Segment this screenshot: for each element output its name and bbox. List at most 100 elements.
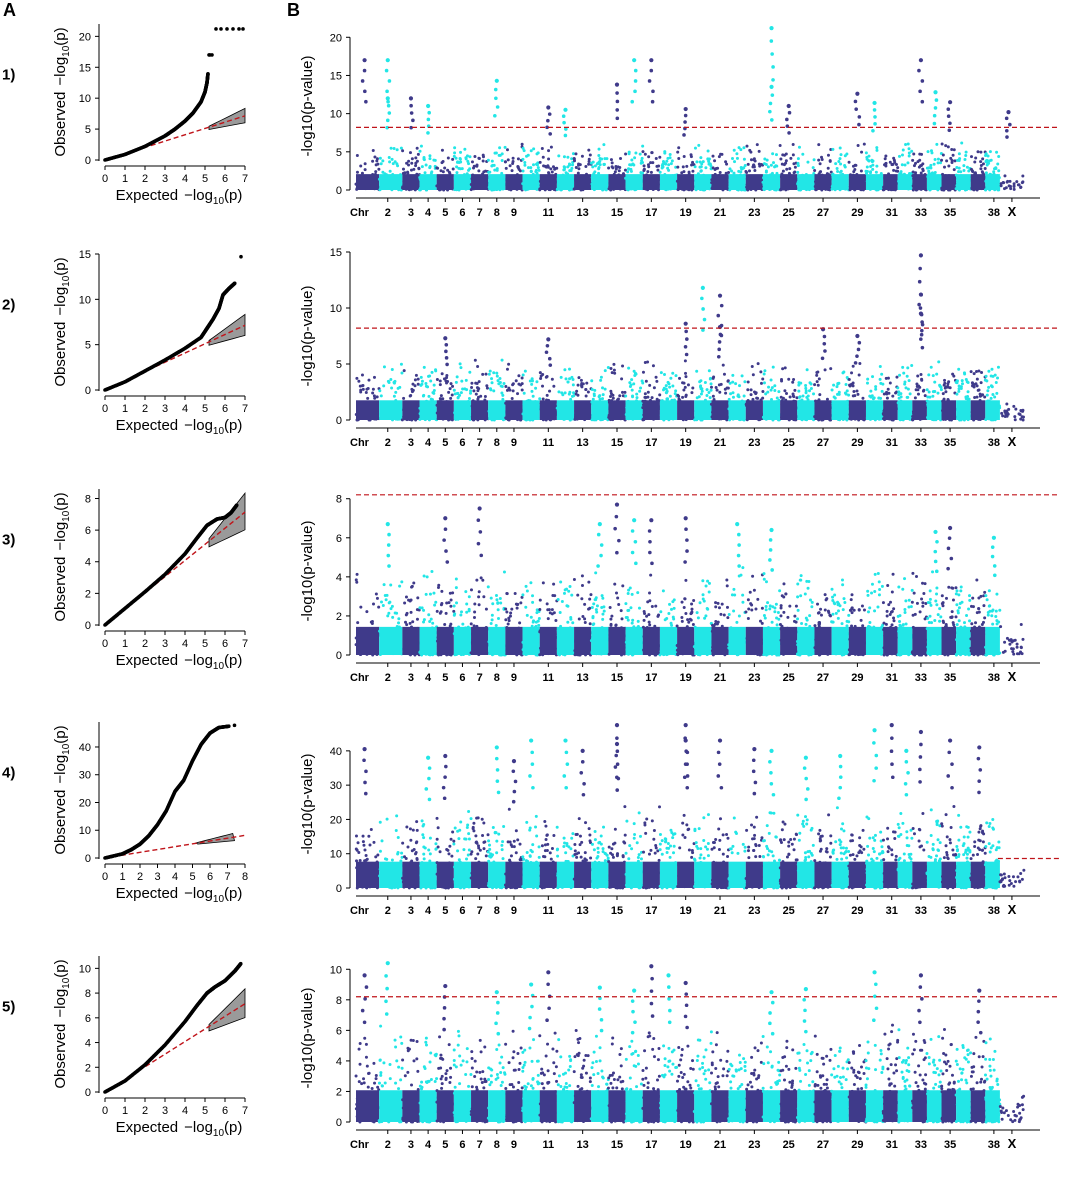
manhattan-point: [420, 165, 424, 169]
manhattan-point: [599, 375, 603, 379]
manhattan-peak-point: [385, 118, 390, 123]
manhattan-peak-point: [946, 114, 951, 119]
manhattan-point: [506, 158, 510, 162]
manhattan-peak-point: [494, 78, 499, 83]
manhattan-point: [663, 151, 667, 155]
manhattan-point: [1013, 415, 1017, 419]
manhattan-point: [500, 152, 504, 156]
manhattan-point: [955, 392, 959, 396]
manhattan-point: [796, 161, 800, 165]
manhattan-point: [614, 165, 618, 169]
manhattan-point: [468, 155, 472, 159]
manhattan-point: [755, 143, 759, 147]
qq-y-label: Observed−log10(p): [52, 257, 72, 386]
manhattan-point: [752, 158, 756, 162]
manhattan-point: [454, 380, 458, 384]
manhattan-point: [510, 169, 514, 173]
manhattan-x-tick-label: 6: [459, 207, 465, 219]
manhattan-x-tick-label: 15: [611, 207, 623, 219]
row-label: 2): [2, 296, 15, 313]
manhattan-x-tick-label: 23: [748, 207, 760, 219]
manhattan-peak-point: [1004, 116, 1009, 121]
manhattan-point: [548, 389, 552, 393]
manhattan-point: [505, 367, 509, 371]
manhattan-peak-point: [918, 266, 922, 271]
manhattan-point: [829, 367, 833, 371]
manhattan-point: [409, 610, 413, 614]
manhattan-point: [780, 379, 784, 383]
manhattan-point: [944, 390, 948, 394]
manhattan-point: [970, 169, 974, 173]
manhattan-peak-point: [918, 292, 924, 297]
manhattan-point: [847, 160, 851, 164]
manhattan-point: [901, 148, 905, 152]
qq-x-tick-label: 4: [182, 403, 188, 415]
manhattan-peak-point: [918, 253, 924, 258]
manhattan-point: [977, 388, 981, 392]
manhattan-point: [566, 155, 570, 159]
manhattan-point: [430, 569, 434, 573]
manhattan-point: [932, 162, 936, 166]
manhattan-point: [695, 396, 699, 400]
manhattan-point: [910, 364, 914, 368]
manhattan-point: [912, 152, 916, 156]
manhattan-point: [436, 166, 440, 170]
manhattan-point: [811, 166, 815, 170]
manhattan-peak-point: [917, 68, 921, 73]
manhattan-point: [505, 148, 509, 152]
manhattan-chromosome-block: [402, 400, 420, 420]
manhattan-point: [726, 386, 730, 390]
manhattan-point: [850, 371, 854, 375]
manhattan-point: [562, 165, 566, 169]
qq-y-tick-label: 4: [85, 557, 91, 569]
manhattan-point: [641, 171, 645, 175]
manhattan-point: [535, 162, 539, 166]
manhattan-chromosome-block: [522, 174, 540, 190]
manhattan-chromosome-block: [897, 174, 913, 190]
manhattan-point: [390, 604, 394, 608]
manhattan-point: [906, 366, 910, 370]
manhattan-point: [640, 161, 644, 165]
manhattan-point: [371, 387, 375, 391]
manhattan-point: [742, 157, 746, 161]
manhattan-point: [813, 169, 817, 173]
qq-outlier-point: [210, 53, 214, 57]
manhattan-peak-point: [917, 279, 922, 284]
manhattan-point: [815, 380, 819, 384]
qq-x-tick-label: 1: [122, 173, 128, 185]
manhattan-point: [373, 155, 377, 159]
manhattan-point: [868, 171, 872, 175]
manhattan-point: [831, 147, 835, 151]
manhattan-y-label: -log10(p-value): [299, 521, 316, 622]
manhattan-point: [888, 381, 892, 385]
manhattan-point: [495, 168, 499, 172]
manhattan-point: [427, 613, 431, 617]
manhattan-point: [864, 151, 868, 155]
manhattan-x-tick-label: 31: [886, 437, 898, 449]
manhattan-point: [588, 153, 592, 157]
manhattan-point: [899, 170, 903, 174]
manhattan-point: [677, 157, 681, 161]
manhattan-x-tick-label: 33: [915, 207, 927, 219]
manhattan-point: [745, 144, 749, 148]
qq-y-label-part: 10: [61, 275, 72, 287]
manhattan-point: [377, 605, 381, 609]
manhattan-point: [523, 369, 527, 373]
manhattan-point: [553, 167, 557, 171]
manhattan-point: [904, 142, 908, 146]
manhattan-point: [532, 147, 536, 151]
qq-y-tick-label: 5: [85, 340, 91, 352]
manhattan-point: [535, 152, 539, 156]
manhattan-peak-point: [386, 99, 390, 104]
manhattan-point: [951, 153, 955, 157]
manhattan-point: [748, 148, 752, 152]
manhattan-point: [939, 388, 943, 392]
manhattan-point: [674, 165, 678, 169]
manhattan-point: [996, 365, 1000, 369]
manhattan-point: [723, 387, 727, 391]
qq-confidence-band: [208, 107, 246, 130]
manhattan-point: [354, 578, 358, 582]
manhattan-peak-point: [386, 103, 391, 108]
manhattan-point: [535, 171, 539, 175]
manhattan-point: [566, 380, 570, 384]
